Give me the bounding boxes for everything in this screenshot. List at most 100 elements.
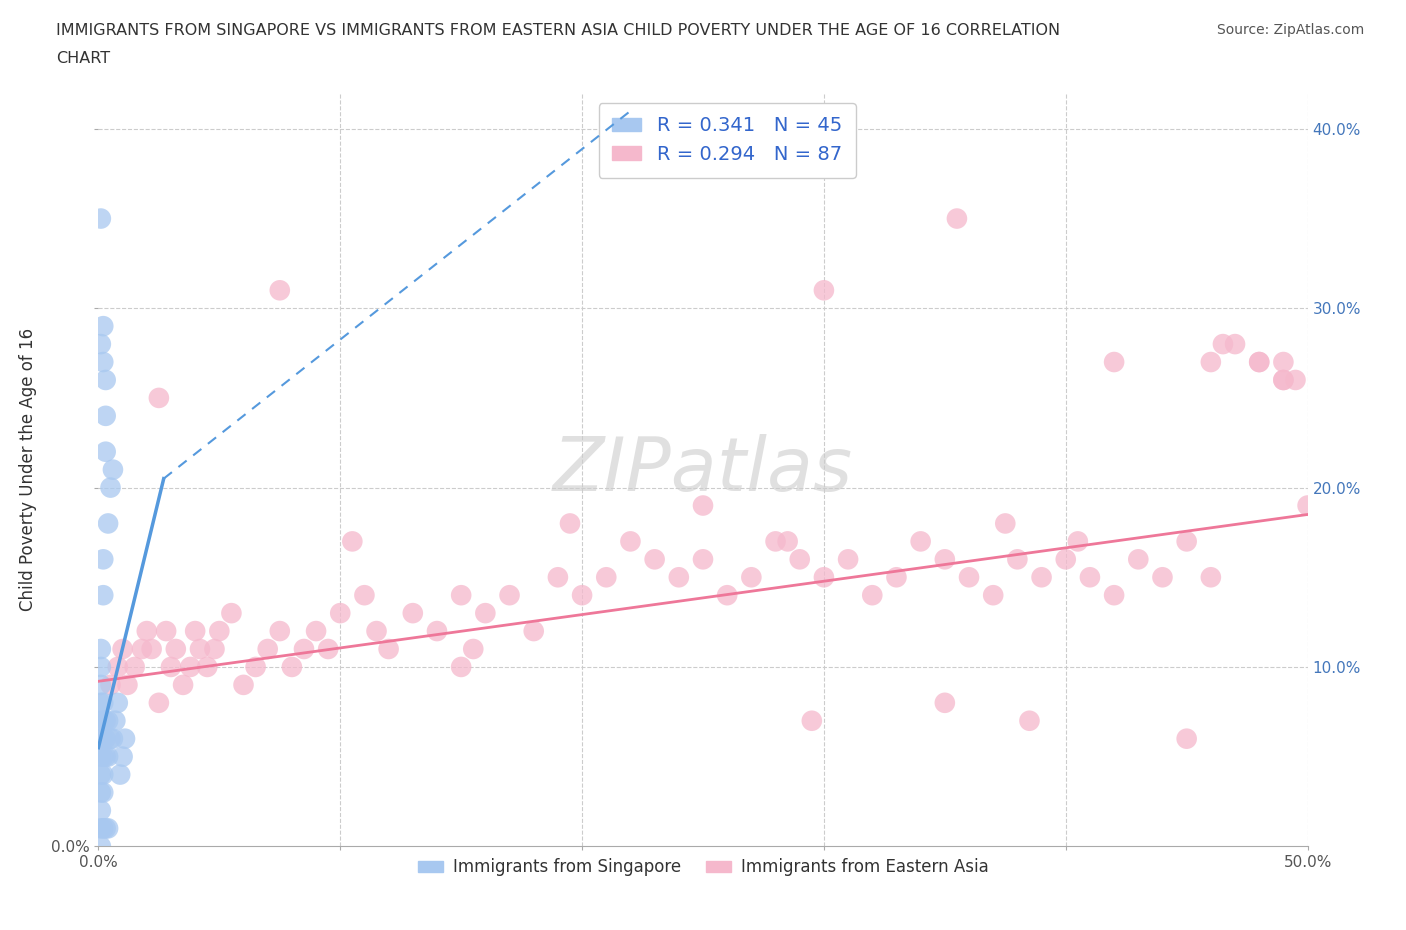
Point (305, 624, 328, 639)
Point (981, 588, 1004, 603)
Point (179, 659, 201, 674)
Point (813, 570, 835, 585)
Point (571, 588, 593, 603)
Point (1249, 354, 1271, 369)
Point (1128, 551, 1150, 566)
Point (97, 516, 120, 531)
Point (450, 588, 472, 603)
Point (957, 570, 980, 585)
Point (204, 642, 226, 657)
Point (165, 642, 187, 657)
Point (245, 659, 267, 674)
Point (402, 605, 425, 620)
Point (1102, 588, 1125, 603)
Point (813, 283, 835, 298)
Point (692, 498, 714, 513)
Point (269, 624, 291, 639)
Point (934, 551, 956, 566)
Point (91, 319, 114, 334)
Point (90, 750, 112, 764)
Point (547, 570, 569, 585)
Point (946, 211, 969, 226)
Point (90, 337, 112, 352)
Point (195, 659, 218, 674)
Point (1199, 570, 1222, 585)
Point (91, 713, 114, 728)
Point (108, 767, 131, 782)
Point (281, 659, 304, 674)
Point (1272, 373, 1295, 388)
Point (1054, 551, 1077, 566)
Point (789, 551, 811, 566)
Point (160, 659, 183, 674)
Point (1249, 354, 1271, 369)
Point (148, 696, 170, 711)
Point (90, 839, 112, 854)
Point (90, 731, 112, 746)
Point (94, 731, 117, 746)
Point (994, 516, 1017, 531)
Point (366, 624, 388, 639)
Point (94, 373, 117, 388)
Point (1067, 534, 1090, 549)
Point (221, 605, 243, 620)
Point (184, 624, 207, 639)
Point (114, 731, 136, 746)
Point (97, 750, 120, 764)
Point (111, 642, 134, 657)
Point (117, 677, 139, 692)
Point (269, 283, 291, 298)
Point (450, 659, 472, 674)
Point (619, 534, 641, 549)
Point (135, 624, 157, 639)
Text: CHART: CHART (56, 51, 110, 66)
Text: IMMIGRANTS FROM SINGAPORE VS IMMIGRANTS FROM EASTERN ASIA CHILD POVERTY UNDER TH: IMMIGRANTS FROM SINGAPORE VS IMMIGRANTS … (56, 23, 1060, 38)
Point (800, 713, 823, 728)
Point (1272, 354, 1295, 369)
Point (90, 696, 112, 711)
Point (91, 588, 114, 603)
Point (90, 821, 112, 836)
Point (1078, 570, 1101, 585)
Point (90, 659, 112, 674)
Text: Source: ZipAtlas.com: Source: ZipAtlas.com (1216, 23, 1364, 37)
Point (91, 731, 114, 746)
Point (1272, 373, 1295, 388)
Point (91, 785, 114, 800)
Point (100, 480, 122, 495)
Point (124, 659, 146, 674)
Point (342, 534, 364, 549)
Point (104, 713, 127, 728)
Point (934, 696, 956, 711)
Point (101, 731, 124, 746)
Point (837, 551, 859, 566)
Point (426, 624, 449, 639)
Point (90, 642, 112, 657)
Point (765, 534, 787, 549)
Point (1296, 498, 1319, 513)
Point (91, 354, 114, 369)
Point (91, 551, 114, 566)
Point (1212, 337, 1234, 352)
Point (377, 642, 399, 657)
Point (90, 767, 112, 782)
Point (94, 408, 117, 423)
Point (91, 750, 114, 764)
Legend: Immigrants from Singapore, Immigrants from Eastern Asia: Immigrants from Singapore, Immigrants fr… (411, 852, 995, 883)
Point (1199, 354, 1222, 369)
Point (90, 803, 112, 817)
Point (107, 659, 129, 674)
Text: ZIPatlas: ZIPatlas (553, 433, 853, 506)
Point (1175, 731, 1198, 746)
Point (776, 534, 799, 549)
Point (155, 624, 177, 639)
Point (94, 713, 117, 728)
Point (1031, 570, 1053, 585)
Point (910, 534, 932, 549)
Point (90, 785, 112, 800)
Point (256, 642, 278, 657)
Point (232, 677, 254, 692)
Point (172, 677, 194, 692)
Point (141, 642, 163, 657)
Point (188, 642, 211, 657)
